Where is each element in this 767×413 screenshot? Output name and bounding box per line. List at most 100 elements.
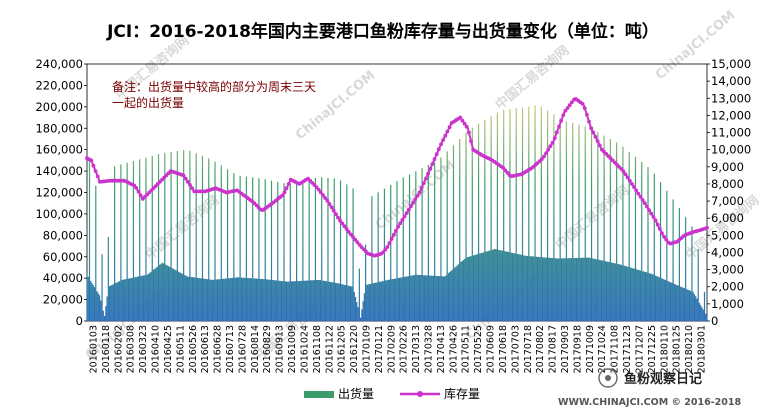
inventory-point <box>286 182 291 186</box>
inventory-point <box>91 163 96 168</box>
inventory-point <box>342 224 347 229</box>
inventory-point <box>585 112 589 117</box>
x-tick-label: 20160308 <box>126 325 137 373</box>
inventory-point <box>349 232 353 237</box>
legend: 出货量 库存量 <box>304 386 480 401</box>
right-tick-label: 10,000 <box>711 143 751 157</box>
inventory-point <box>640 198 645 202</box>
x-tick-label: 20171207 <box>635 325 646 373</box>
inventory-point <box>705 225 709 230</box>
inventory-point <box>391 233 396 237</box>
inventory-point <box>554 130 559 135</box>
x-tick-label: 20160410 <box>151 325 162 373</box>
inventory-point <box>419 185 424 190</box>
left-tick-label: 80,000 <box>43 228 83 242</box>
x-tick-label: 20160913 <box>275 325 286 373</box>
legend-label-inventory: 库存量 <box>444 386 480 401</box>
inventory-point <box>651 215 656 219</box>
inventory-point <box>563 108 568 113</box>
left-tick-label: 40,000 <box>43 271 83 285</box>
chart-title: JCI：2016-2018年国内主要港口鱼粉库存量与出货量变化（单位：吨） <box>106 21 659 42</box>
inventory-point <box>353 237 358 242</box>
note-line-2: 一起的出货量 <box>112 95 184 110</box>
inventory-point <box>552 136 557 141</box>
inventory-point <box>434 152 439 157</box>
x-tick-label: 20161122 <box>324 325 335 373</box>
inventory-point <box>559 119 563 123</box>
x-tick-label: 20161220 <box>349 325 360 373</box>
note-line-1: 备注：出货量中较高的部分为周末三天 <box>112 79 316 94</box>
inventory-point <box>411 200 415 205</box>
x-tick-label: 20160829 <box>262 325 273 373</box>
footer-site: WWW.CHINAJCI.COM © 2016-2018 <box>558 397 742 408</box>
inventory-point <box>136 189 141 194</box>
shipment-bar-series <box>86 105 708 321</box>
x-tick-label: 20160425 <box>163 325 174 373</box>
inventory-point <box>190 186 195 191</box>
watermark-text: 中国汇易咨询网 <box>552 182 632 253</box>
inventory-point <box>589 126 594 131</box>
x-tick-label: 20170209 <box>386 325 397 373</box>
inventory-point <box>597 143 602 148</box>
x-tick-label: 20160118 <box>101 325 112 373</box>
inventory-point <box>355 240 360 245</box>
inventory-point <box>662 234 666 239</box>
x-tick-label: 20170226 <box>399 325 410 373</box>
inventory-point <box>329 205 334 210</box>
inventory-point <box>458 115 463 120</box>
inventory-point <box>406 207 411 212</box>
watermark-text: 中国汇易咨询网 <box>142 192 222 263</box>
inventory-point <box>188 183 192 187</box>
inventory-point <box>421 181 426 186</box>
right-tick-label: 9,000 <box>711 160 744 174</box>
inventory-point <box>462 121 467 126</box>
inventory-point <box>587 119 591 124</box>
x-tick-label: 20180210 <box>684 325 695 373</box>
inventory-point <box>282 190 287 195</box>
inventory-point <box>351 235 355 239</box>
right-tick-label: 11,000 <box>711 126 751 140</box>
x-tick-label: 20160526 <box>188 325 199 373</box>
inventory-point <box>460 118 465 123</box>
inventory-point <box>443 133 448 138</box>
inventory-point <box>334 212 338 217</box>
x-tick-label: 20161108 <box>312 325 323 373</box>
x-tick-label: 20180110 <box>659 325 670 373</box>
inventory-point <box>636 191 641 196</box>
left-tick-label: 120,000 <box>35 186 83 200</box>
left-axis-ticks: 0 20,000 40,000 60,000 80,000 100,000 120,000 1… <box>35 57 87 328</box>
x-tick-label: 20160814 <box>250 325 261 373</box>
inventory-point <box>441 138 445 142</box>
legend-label-shipment: 出货量 <box>338 386 374 401</box>
inventory-point <box>627 178 632 183</box>
inventory-point <box>321 193 325 198</box>
right-tick-label: 0 <box>711 314 718 328</box>
inventory-point <box>436 147 441 152</box>
legend-swatch-shipment <box>304 391 334 398</box>
inventory-point <box>567 103 572 108</box>
inventory-point <box>634 188 639 193</box>
inventory-point <box>413 197 418 202</box>
inventory-point <box>404 211 409 216</box>
inventory-point <box>638 194 643 199</box>
right-tick-label: 8,000 <box>711 177 744 191</box>
inventory-point <box>340 221 345 226</box>
inventory-point <box>539 157 544 162</box>
inventory-point <box>400 218 405 222</box>
inventory-point <box>396 224 400 229</box>
inventory-point <box>649 211 654 216</box>
inventory-point <box>580 102 585 106</box>
x-tick-label: 20170817 <box>548 325 559 373</box>
shipment-bars <box>86 105 708 321</box>
inventory-point <box>280 193 285 198</box>
x-tick-label: 20170525 <box>473 325 484 373</box>
inventory-point <box>394 228 398 233</box>
x-tick-label: 20160613 <box>200 325 211 373</box>
x-tick-label: 20160202 <box>113 325 124 373</box>
inventory-point <box>544 151 548 156</box>
inventory-point <box>503 168 508 173</box>
inventory-point <box>417 190 422 195</box>
x-tick-label: 20160323 <box>138 325 149 373</box>
left-tick-label: 100,000 <box>35 207 83 221</box>
